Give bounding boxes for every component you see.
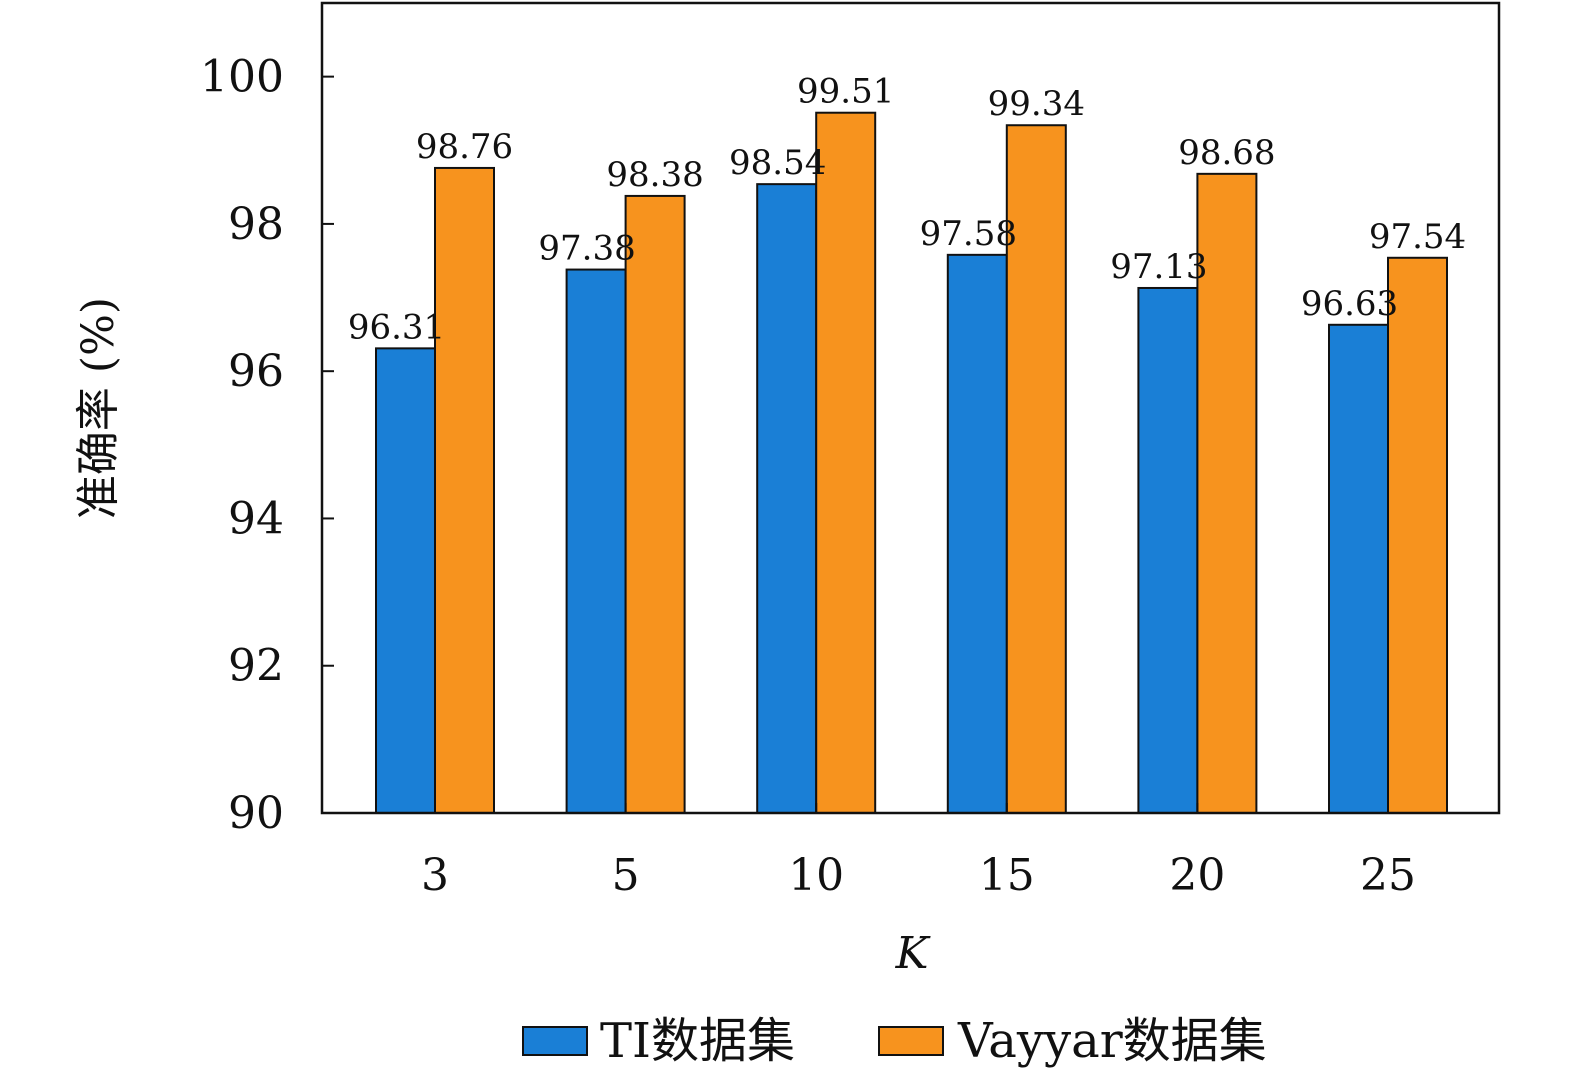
bar-ti-10 xyxy=(756,183,818,815)
legend-label-ti: TI数据集 xyxy=(600,1013,795,1069)
legend: TI数据集 Vayyar数据集 xyxy=(522,1013,1267,1069)
bar-ti-15 xyxy=(946,253,1008,814)
plot-frame xyxy=(320,1,1501,815)
data-label-vayyar-15: 99.34 xyxy=(988,84,1085,124)
legend-swatch-ti xyxy=(522,1026,588,1056)
legend-swatch-vayyar xyxy=(878,1026,944,1056)
data-label-vayyar-20: 98.68 xyxy=(1178,133,1275,173)
bar-vayyar-20 xyxy=(1196,172,1258,814)
legend-label-vayyar: Vayyar数据集 xyxy=(957,1013,1267,1069)
y-tick-label-98: 98 xyxy=(228,199,284,250)
bar-ti-3 xyxy=(375,347,436,814)
x-tick-label-15: 15 xyxy=(979,850,1035,901)
x-axis-title: K xyxy=(895,928,931,979)
bar-vayyar-3 xyxy=(434,166,495,815)
data-label-ti-10: 98.54 xyxy=(729,143,826,183)
data-label-ti-20: 97.13 xyxy=(1110,247,1207,287)
bar-vayyar-15 xyxy=(1005,124,1067,814)
bar-ti-20 xyxy=(1137,286,1199,814)
y-tick-label-90: 90 xyxy=(228,788,284,839)
data-label-vayyar-5: 98.38 xyxy=(606,155,703,195)
data-label-vayyar-25: 97.54 xyxy=(1369,217,1466,257)
data-label-vayyar-10: 99.51 xyxy=(797,72,894,112)
data-label-ti-15: 97.58 xyxy=(920,214,1017,254)
x-tick-label-20: 20 xyxy=(1169,850,1225,901)
y-tick-label-94: 94 xyxy=(228,493,284,544)
y-tick-label-96: 96 xyxy=(228,346,284,397)
bar-ti-25 xyxy=(1328,323,1389,814)
x-tick-label-10: 10 xyxy=(788,850,844,901)
x-tick-label-3: 3 xyxy=(421,850,449,901)
bar-ti-5 xyxy=(565,268,627,814)
y-axis-title: 准确率 (%) xyxy=(73,297,124,519)
bars-layer xyxy=(375,111,1448,815)
data-label-ti-25: 96.63 xyxy=(1301,284,1398,324)
data-label-ti-3: 96.31 xyxy=(348,307,445,347)
y-tick-label-100: 100 xyxy=(200,52,284,103)
data-label-ti-5: 97.38 xyxy=(538,229,635,269)
bar-vayyar-25 xyxy=(1387,256,1448,815)
x-tick-label-5: 5 xyxy=(612,850,640,901)
x-tick-label-25: 25 xyxy=(1360,850,1416,901)
ticks-layer xyxy=(322,75,1389,814)
y-tick-label-92: 92 xyxy=(228,641,284,692)
bar-vayyar-5 xyxy=(624,194,686,815)
data-label-vayyar-3: 98.76 xyxy=(416,127,513,167)
labels-layer: 96.31 98.76 3 97.38 98.38 5 98.54 99.51 10 97.58 9… xyxy=(200,52,1466,901)
bar-vayyar-10 xyxy=(815,111,877,814)
